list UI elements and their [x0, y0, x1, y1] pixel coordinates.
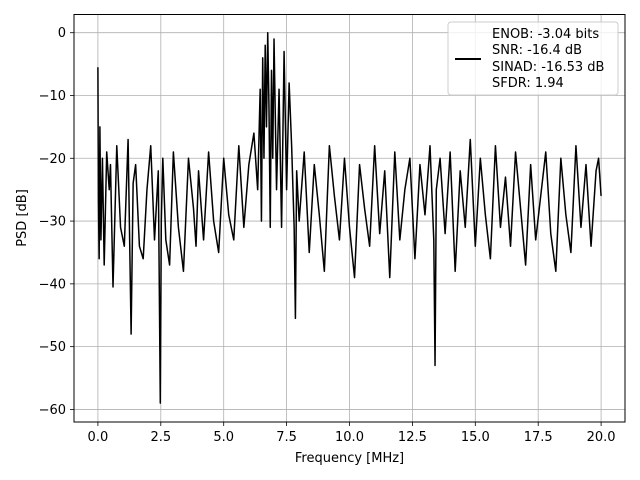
- y-axis-label: PSD [dB]: [15, 189, 30, 247]
- y-tick-label: −10: [39, 89, 66, 104]
- x-tick-label: 2.5: [150, 430, 171, 445]
- legend-text-sinad: SINAD: -16.53 dB: [492, 60, 604, 75]
- legend-text-sfdr: SFDR: 1.94: [492, 76, 564, 91]
- x-tick-label: 0.0: [88, 430, 109, 445]
- x-tick-label: 20.0: [587, 430, 616, 445]
- legend-text-enob: ENOB: -3.04 bits: [492, 27, 599, 42]
- y-tick-label: −60: [39, 403, 66, 418]
- y-tick-label: −40: [39, 277, 66, 292]
- x-tick-label: 7.5: [276, 430, 297, 445]
- psd-series-line: [97, 31, 602, 404]
- x-tick-label: 5.0: [213, 430, 234, 445]
- x-axis-label: Frequency [MHz]: [295, 451, 404, 466]
- legend-box: [447, 21, 619, 96]
- legend: ENOB: -3.04 bits SNR: -16.4 dB SINAD: -1…: [447, 21, 619, 96]
- y-tick-label: −30: [39, 215, 66, 230]
- legend-text-snr: SNR: -16.4 dB: [492, 43, 582, 58]
- y-tick-label: −20: [39, 152, 66, 167]
- x-tick-label: 10.0: [335, 430, 364, 445]
- x-tick-label: 12.5: [398, 430, 427, 445]
- y-tick-label: −50: [39, 340, 66, 355]
- x-tick-label: 15.0: [461, 430, 490, 445]
- y-axis-ticks: 0 −10 −20 −30 −40 −50 −60: [39, 26, 74, 418]
- y-tick-label: 0: [58, 26, 66, 41]
- x-axis-ticks: 0.0 2.5 5.0 7.5 10.0 12.5 15.0 17.5 20.0: [88, 422, 616, 445]
- x-tick-label: 17.5: [524, 430, 553, 445]
- series-layer: [97, 31, 602, 404]
